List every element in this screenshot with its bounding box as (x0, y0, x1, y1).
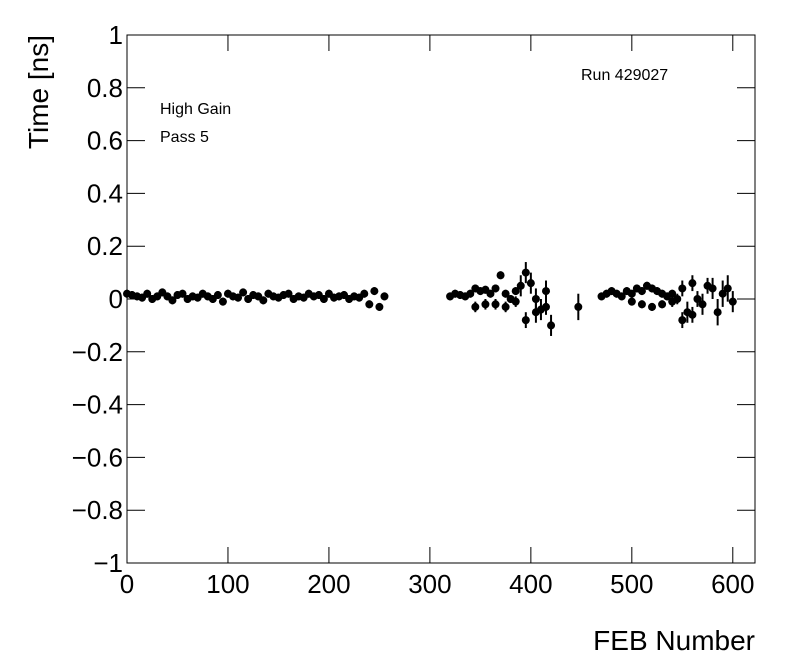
data-point (678, 284, 687, 293)
y-tick-label: −0.6 (72, 442, 123, 472)
data-point (708, 284, 717, 293)
data-point (648, 302, 657, 311)
data-point (542, 287, 551, 296)
data-point (658, 300, 667, 309)
data-point (627, 289, 636, 298)
data-point (521, 316, 530, 325)
data-point (491, 300, 500, 309)
data-point (723, 284, 732, 293)
y-tick-label: −0.2 (72, 337, 123, 367)
data-point (486, 289, 495, 298)
pass-label: Pass 5 (160, 129, 209, 146)
x-tick-label: 200 (307, 569, 350, 599)
data-point (516, 281, 525, 290)
data-point (526, 279, 535, 288)
data-point (143, 289, 152, 298)
data-point (728, 297, 737, 306)
y-tick-label: 0.8 (87, 73, 123, 103)
data-point (491, 284, 500, 293)
data-point (688, 279, 697, 288)
run-label: Run 429027 (581, 67, 668, 84)
x-tick-label: 0 (120, 569, 134, 599)
data-point (668, 297, 677, 306)
data-point (168, 296, 177, 305)
y-tick-label: −1 (93, 548, 123, 578)
data-point (574, 302, 583, 311)
gain-label: High Gain (160, 101, 231, 118)
data-point (380, 292, 389, 301)
data-point (239, 288, 248, 297)
y-tick-label: 0.2 (87, 231, 123, 261)
data-point (718, 289, 727, 298)
data-point (627, 297, 636, 306)
data-point (501, 289, 510, 298)
data-point (511, 287, 520, 296)
data-point (511, 297, 520, 306)
data-point (370, 287, 379, 296)
data-point (668, 289, 677, 298)
data-point (547, 321, 556, 330)
data-point (501, 302, 510, 311)
data-point (531, 295, 540, 303)
data-point (284, 289, 293, 298)
x-axis-title: FEB Number (593, 625, 755, 656)
data-point (481, 300, 490, 309)
y-tick-label: 0 (109, 284, 123, 314)
data-point (496, 271, 505, 280)
x-tick-label: 600 (711, 569, 754, 599)
data-point (678, 316, 687, 325)
data-point (693, 295, 702, 303)
data-point (365, 300, 374, 309)
data-point (637, 300, 646, 309)
data-point (713, 308, 722, 317)
data-point (471, 302, 480, 311)
data-point (213, 291, 222, 300)
data-point (688, 310, 697, 319)
y-tick-label: −0.4 (72, 390, 123, 420)
data-point (531, 308, 540, 317)
data-point (466, 289, 475, 298)
y-tick-label: 0.6 (87, 126, 123, 156)
data-point (542, 302, 551, 311)
data-point (218, 297, 227, 306)
x-tick-label: 500 (610, 569, 653, 599)
data-point (637, 287, 646, 296)
y-tick-label: −0.8 (72, 495, 123, 525)
y-tick-label: 1 (109, 20, 123, 50)
x-tick-label: 400 (509, 569, 552, 599)
y-tick-label: 0.4 (87, 178, 123, 208)
y-axis-title: Time [ns] (23, 35, 54, 149)
data-point (234, 293, 243, 302)
data-point (375, 302, 384, 311)
data-point (521, 268, 530, 277)
x-tick-label: 100 (206, 569, 249, 599)
x-tick-label: 300 (408, 569, 451, 599)
data-point (319, 295, 328, 303)
data-point (259, 296, 268, 305)
data-point (698, 300, 707, 309)
data-point (178, 289, 187, 298)
data-point (617, 292, 626, 301)
data-point (360, 289, 369, 298)
